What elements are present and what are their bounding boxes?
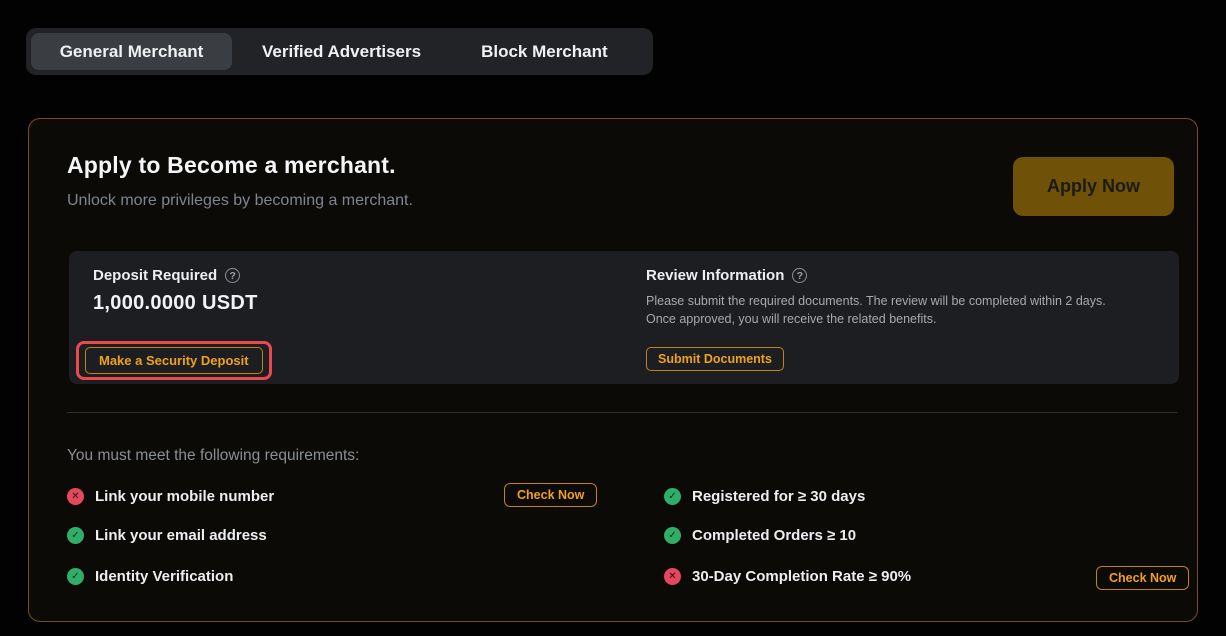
requirement-identity-verification: Identity Verification — [67, 564, 233, 588]
deposit-review-panel: Deposit Required ? 1,000.0000 USDT Make … — [69, 251, 1179, 384]
requirement-completion-rate: 30-Day Completion Rate ≥ 90% — [664, 564, 911, 588]
highlight-box: Make a Security Deposit — [76, 341, 272, 380]
page-title: Apply to Become a merchant. — [67, 152, 396, 178]
check-now-completion-rate-button[interactable]: Check Now — [1096, 566, 1190, 590]
requirement-label: Link your email address — [95, 526, 267, 544]
page-subtitle: Unlock more privileges by becoming a mer… — [67, 192, 413, 209]
make-security-deposit-button[interactable]: Make a Security Deposit — [85, 347, 263, 374]
apply-now-button[interactable]: Apply Now — [1013, 157, 1174, 216]
requirement-label: Link your mobile number — [95, 487, 275, 505]
review-section: Review Information ? Please submit the r… — [646, 267, 1146, 328]
review-information-label: Review Information — [646, 267, 785, 284]
question-icon[interactable]: ? — [792, 268, 808, 283]
requirement-completed-orders: Completed Orders ≥ 10 — [664, 523, 856, 547]
deposit-required-label: Deposit Required — [93, 267, 218, 284]
apply-merchant-card: Apply to Become a merchant. Unlock more … — [28, 118, 1198, 622]
requirement-registered-days: Registered for ≥ 30 days — [664, 484, 865, 508]
requirement-email-address: Link your email address — [67, 523, 267, 547]
pass-icon — [67, 526, 84, 544]
requirement-label: Identity Verification — [95, 567, 234, 585]
fail-icon — [67, 487, 84, 505]
submit-documents-button[interactable]: Submit Documents — [646, 347, 784, 371]
pass-icon — [664, 487, 681, 505]
tab-general-merchant[interactable]: General Merchant — [31, 33, 232, 70]
deposit-section: Deposit Required ? 1,000.0000 USDT — [93, 267, 258, 315]
pass-icon — [664, 526, 681, 544]
requirements-heading: You must meet the following requirements… — [67, 447, 360, 464]
requirement-label: 30-Day Completion Rate ≥ 90% — [692, 567, 912, 585]
deposit-amount: 1,000.0000 USDT — [93, 292, 258, 314]
requirement-mobile-number: Link your mobile number — [67, 484, 274, 508]
merchant-tabbar: General Merchant Verified Advertisers Bl… — [26, 28, 653, 75]
tab-block-merchant[interactable]: Block Merchant — [481, 41, 608, 61]
requirement-label: Registered for ≥ 30 days — [692, 487, 866, 505]
check-now-mobile-button[interactable]: Check Now — [504, 483, 598, 507]
requirement-label: Completed Orders ≥ 10 — [692, 526, 857, 544]
review-description: Please submit the required documents. Th… — [646, 294, 1106, 326]
fail-icon — [664, 567, 681, 585]
tab-verified-advertisers[interactable]: Verified Advertisers — [262, 41, 422, 61]
pass-icon — [67, 567, 84, 585]
question-icon[interactable]: ? — [225, 268, 241, 283]
section-divider — [67, 412, 1177, 413]
